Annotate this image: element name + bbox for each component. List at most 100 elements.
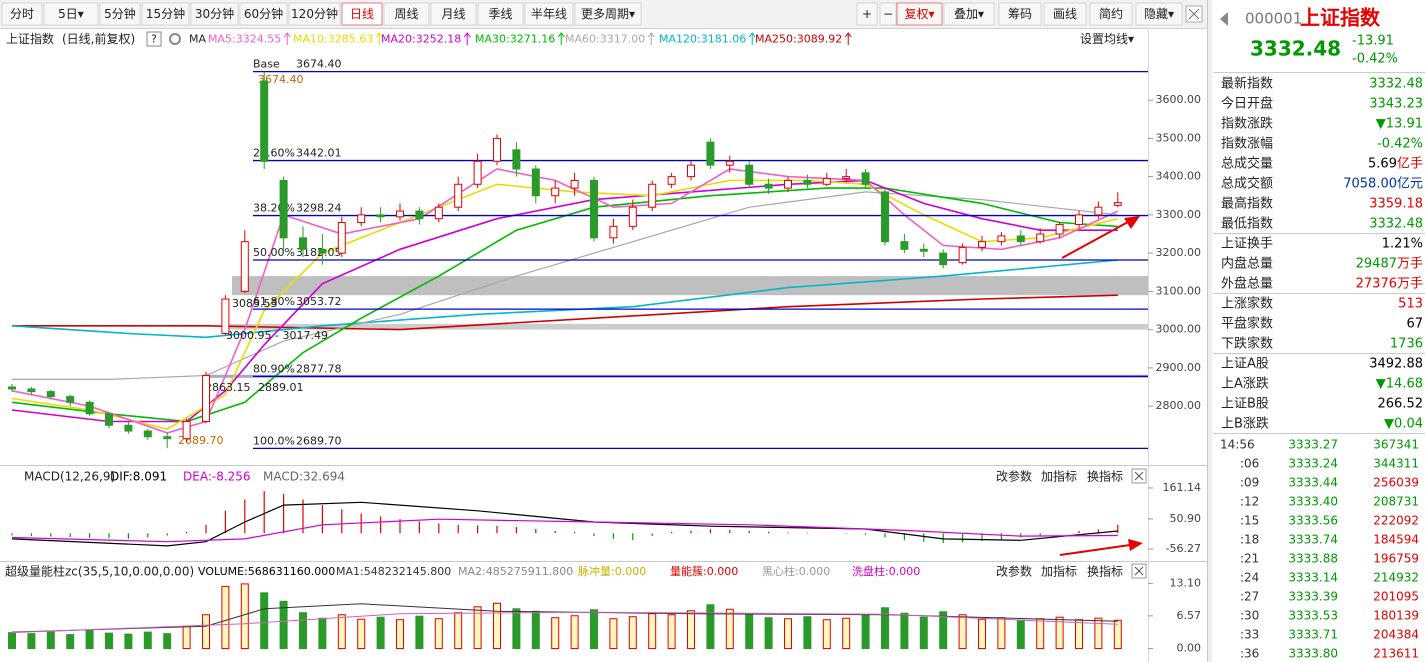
settings-button[interactable]: 设置均线▾ — [1080, 32, 1134, 46]
tool-label[interactable]: 叠加▾ — [954, 7, 984, 21]
period-button[interactable] — [288, 2, 341, 26]
candle-body — [221, 298, 230, 334]
period-label[interactable]: 120分钟 — [291, 6, 338, 21]
indicator-button[interactable]: 改参数 — [996, 564, 1032, 579]
indicator-legend: MACD:32.694 — [263, 470, 345, 484]
quote-label: 指数涨幅 — [1221, 137, 1273, 152]
chart-title: 上证指数 — [6, 31, 54, 46]
svg-text:?: ? — [151, 33, 157, 46]
candle-body — [628, 206, 637, 227]
volume-bar — [958, 614, 967, 650]
price-pct: -0.42% — [1352, 52, 1398, 67]
candle-body — [531, 168, 540, 197]
period-label[interactable]: 半年线 — [531, 7, 567, 21]
fib-label: 50.00% — [253, 246, 295, 259]
candle-body — [124, 424, 133, 432]
volume-bar — [240, 583, 249, 650]
quote-value: 1736 — [1390, 337, 1423, 352]
quote-value: 1.21% — [1382, 237, 1423, 252]
period-button[interactable] — [190, 2, 239, 26]
tool-label[interactable]: − — [883, 7, 893, 21]
ma-legend: MA10:3285.63 — [293, 33, 373, 46]
tool-button[interactable] — [943, 2, 995, 26]
quote-label: 今日开盘 — [1221, 96, 1273, 112]
tool-button[interactable] — [856, 2, 878, 26]
close-button[interactable] — [1131, 563, 1147, 579]
period-label[interactable]: 周线 — [394, 7, 418, 21]
quote-value: 513 — [1398, 297, 1423, 312]
indicator-button[interactable]: 加指标 — [1041, 564, 1077, 579]
tool-button[interactable] — [1043, 2, 1087, 26]
period-label[interactable]: 分时 — [10, 7, 34, 21]
indicator-legend: DIF:8.091 — [110, 470, 167, 484]
close-button[interactable] — [1131, 468, 1147, 484]
candle-body — [764, 183, 773, 189]
candle-body — [842, 176, 851, 180]
tick-price: 3333.24 — [1288, 457, 1338, 471]
prev-arrow[interactable] — [1220, 12, 1228, 26]
period-label[interactable]: 15分钟 — [146, 6, 185, 21]
help-icon[interactable]: ? — [146, 31, 162, 47]
quote-label: 最低指数 — [1221, 217, 1273, 232]
tool-label[interactable]: 筹码 — [1008, 7, 1032, 21]
quote-value: 27376 — [1356, 277, 1397, 292]
period-button[interactable] — [574, 2, 642, 26]
tick-price: 3333.53 — [1288, 609, 1338, 623]
indicator-legend: DEA:-8.256 — [183, 470, 251, 484]
candle-body — [1094, 206, 1103, 216]
tool-button[interactable] — [998, 2, 1042, 26]
candle-body — [512, 149, 521, 170]
trend-arrow-head — [1128, 539, 1143, 551]
period-button[interactable] — [43, 2, 99, 26]
period-label[interactable]: 更多周期▾ — [581, 7, 635, 21]
period-button[interactable] — [524, 2, 574, 26]
volume-bar — [1075, 619, 1083, 650]
period-label[interactable]: 5日▾ — [58, 7, 84, 21]
fullscreen-icon[interactable] — [1185, 5, 1203, 23]
fib-label: Base — [253, 58, 280, 71]
period-button[interactable] — [383, 2, 430, 26]
period-button[interactable] — [341, 2, 383, 26]
volume-bar — [1036, 618, 1045, 650]
tool-label[interactable]: 简约 — [1099, 6, 1123, 21]
gear-icon[interactable] — [169, 33, 181, 45]
period-button[interactable] — [239, 2, 288, 26]
period-button[interactable] — [1, 2, 43, 26]
tool-label[interactable]: 画线 — [1053, 7, 1077, 21]
indicator-button[interactable]: 加指标 — [1041, 469, 1077, 484]
tool-button[interactable] — [896, 2, 943, 26]
indicator-button[interactable]: 换指标 — [1087, 564, 1123, 579]
period-label[interactable]: 月线 — [441, 7, 465, 21]
volume-bar — [221, 585, 230, 650]
period-label[interactable]: 30分钟 — [195, 6, 234, 21]
candle-body — [861, 172, 870, 185]
indicator-button[interactable]: 换指标 — [1087, 469, 1123, 484]
period-button[interactable] — [477, 2, 524, 26]
y-tick-label: 161.14 — [1163, 481, 1202, 494]
splitter[interactable] — [1208, 0, 1212, 662]
period-label[interactable]: 日线 — [350, 7, 374, 21]
tick-volume: 214932 — [1373, 571, 1419, 585]
ma-arrow — [557, 32, 565, 45]
chart-subtitle: (日线,前复权) — [62, 31, 135, 46]
indicator-button[interactable]: 改参数 — [996, 469, 1032, 484]
tool-button[interactable] — [879, 2, 897, 26]
volume-bar — [764, 617, 773, 650]
y-tick-label: 3200.00 — [1156, 246, 1202, 259]
period-button[interactable] — [430, 2, 477, 26]
price-band — [232, 276, 1148, 296]
candle-body — [85, 401, 94, 415]
period-label[interactable]: 季线 — [488, 7, 512, 21]
last-price: 3332.48 — [1250, 37, 1341, 61]
tool-button[interactable] — [1135, 2, 1183, 26]
tool-label[interactable]: + — [862, 7, 872, 21]
period-button[interactable] — [99, 2, 141, 26]
candle-body — [803, 179, 812, 185]
tool-label[interactable]: 隐藏▾ — [1144, 7, 1174, 21]
period-label[interactable]: 60分钟 — [244, 6, 283, 21]
period-button[interactable] — [141, 2, 190, 26]
tool-button[interactable] — [1089, 2, 1133, 26]
period-label[interactable]: 5分钟 — [104, 6, 136, 21]
tool-label[interactable]: 复权▾ — [904, 7, 934, 21]
ma-line — [12, 191, 1118, 380]
